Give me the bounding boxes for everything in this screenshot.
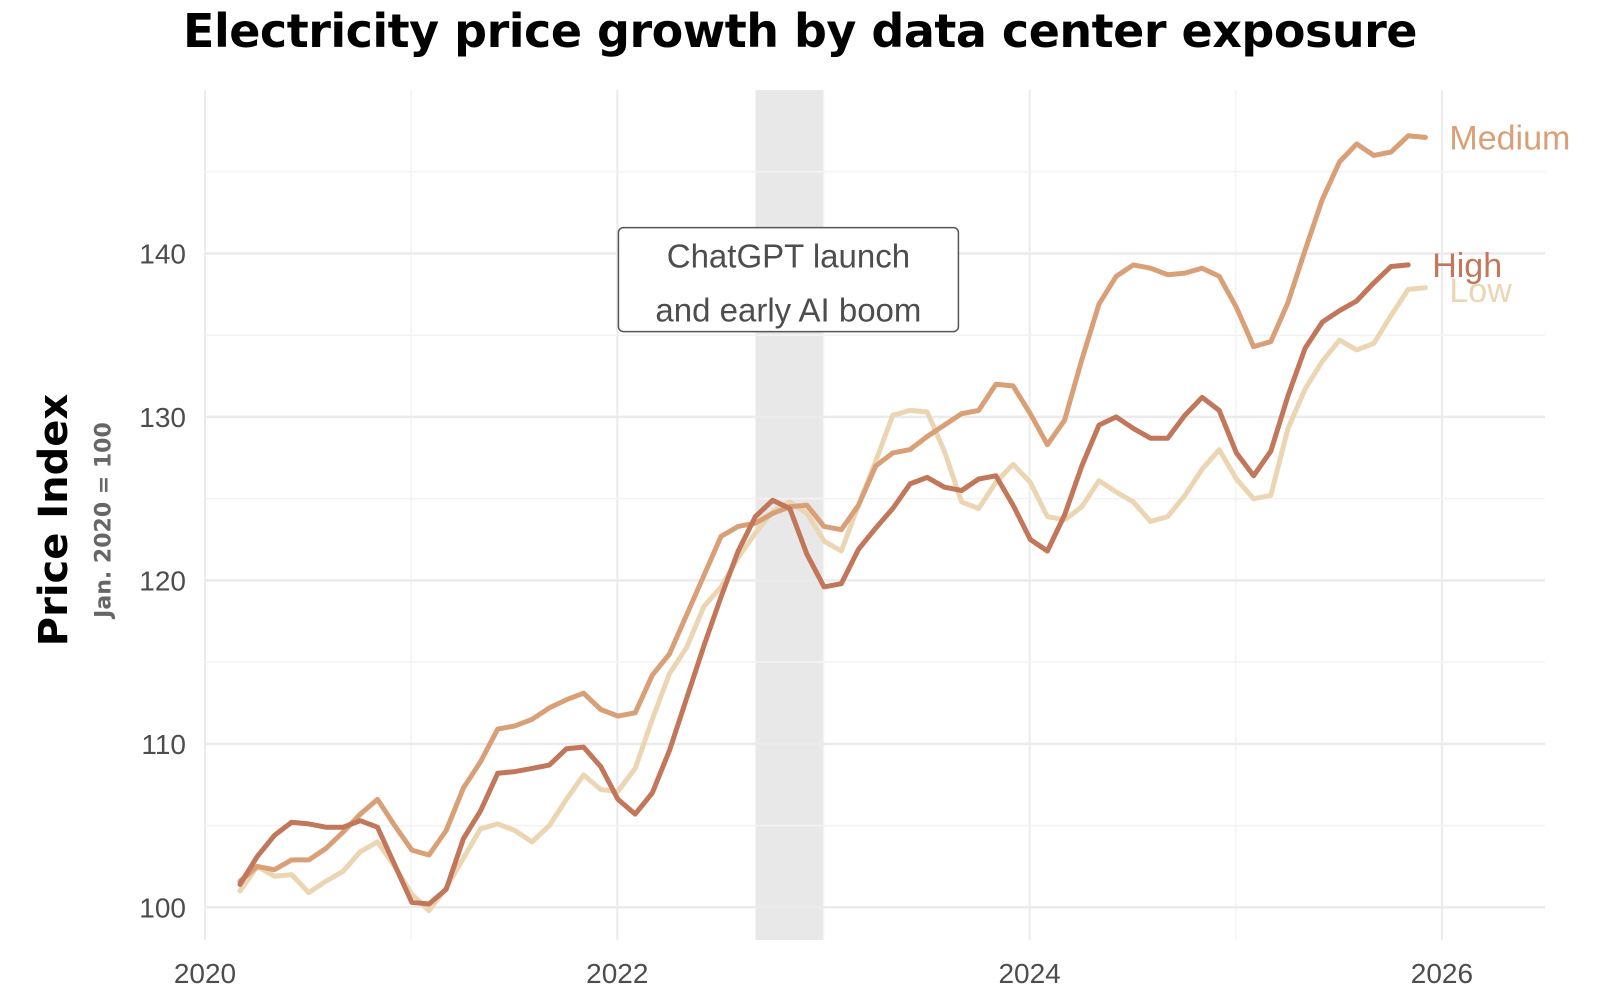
- annotation-text: ChatGPT launch: [667, 238, 910, 275]
- tick-labels-group: 100 110 120 130 140 2020 2022 2024 2026: [139, 238, 1473, 989]
- y-tick-label: 120: [139, 565, 186, 596]
- series-line-low: [237, 285, 1428, 914]
- y-tick-label: 130: [139, 402, 186, 433]
- annotation-group: ChatGPT launch and early AI boom: [617, 226, 960, 333]
- annotation-text: and early AI boom: [655, 292, 921, 329]
- chart-title: Electricity price growth by data center …: [183, 4, 1417, 58]
- series-label-high: High: [1432, 247, 1502, 285]
- x-tick-label: 2020: [174, 958, 236, 989]
- series-labels-group: Low Medium High: [1432, 119, 1570, 309]
- series-line-high: [237, 262, 1411, 907]
- x-tick-label: 2022: [586, 958, 648, 989]
- x-tick-label: 2026: [1411, 958, 1473, 989]
- x-tick-label: 2024: [998, 958, 1060, 989]
- annotation-box: [617, 226, 960, 333]
- grid-group: [204, 90, 1545, 940]
- series-line-medium: [237, 133, 1428, 884]
- series-label-medium: Medium: [1449, 119, 1570, 157]
- y-tick-label: 110: [141, 729, 186, 760]
- y-tick-label: 140: [139, 238, 186, 269]
- series-label-low: Low: [1449, 272, 1512, 310]
- y-tick-label: 100: [139, 892, 186, 923]
- series-lines-group: [237, 133, 1428, 914]
